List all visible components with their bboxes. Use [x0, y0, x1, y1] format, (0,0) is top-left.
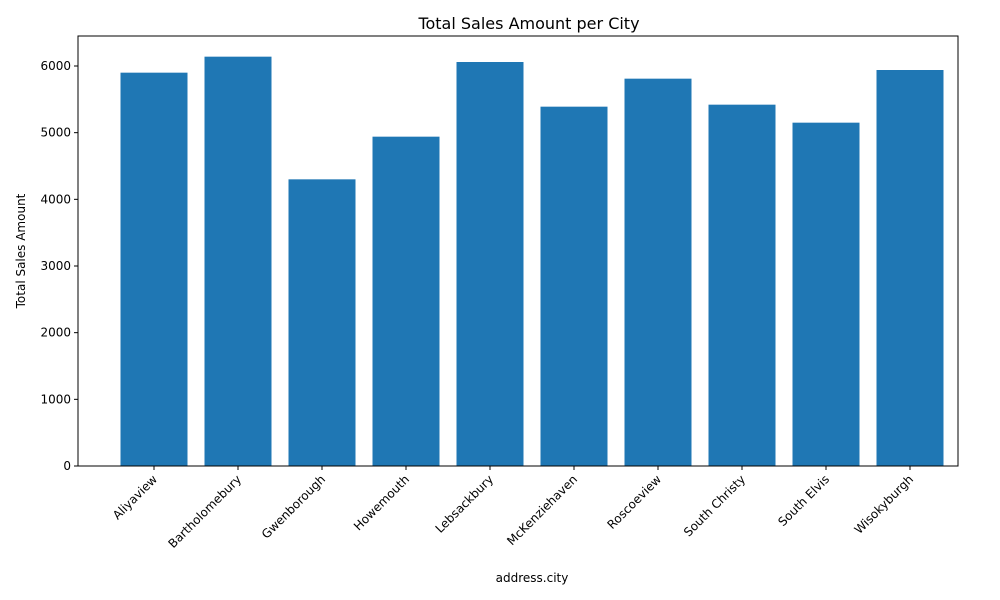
bar-south-christy	[708, 104, 776, 467]
y-tick-label: 3000	[40, 259, 71, 273]
x-tick-label: Roscoeview	[604, 472, 664, 532]
x-tick-label: Gwenborough	[259, 472, 328, 541]
y-tick-label: 5000	[40, 126, 71, 140]
y-tick-label: 4000	[40, 192, 71, 206]
bar-mckenziehaven	[540, 106, 608, 467]
chart-title: Total Sales Amount per City	[417, 14, 639, 33]
y-tick-label: 0	[63, 459, 71, 473]
x-tick-label: South Christy	[681, 472, 748, 539]
x-tick-label: Howemouth	[351, 472, 412, 533]
x-tick-label: McKenziehaven	[504, 472, 580, 548]
x-axis-label: address.city	[496, 571, 569, 585]
plot-frame	[77, 35, 959, 467]
bars-group	[120, 56, 944, 467]
y-axis-label: Total Sales Amount	[14, 193, 28, 309]
x-tick-label: Lebsackbury	[433, 472, 497, 536]
bar-roscoeview	[624, 78, 692, 467]
bar-wisokyburgh	[876, 70, 944, 466]
bar-gwenborough	[288, 179, 356, 467]
x-tick-label: South Elvis	[775, 472, 832, 529]
bar-howemouth	[372, 136, 440, 466]
bar-south-elvis	[792, 122, 860, 467]
y-tick-label: 2000	[40, 326, 71, 340]
y-tick-label: 1000	[40, 392, 71, 406]
x-tick-label: Aliyaview	[110, 472, 160, 522]
y-tick-label: 6000	[40, 59, 71, 73]
y-axis-ticks: 0 1000 2000 3000 4000 5000 6000	[40, 59, 78, 473]
x-tick-label: Wisokyburgh	[852, 472, 917, 537]
x-axis-ticks: Aliyaview Bartholomebury Gwenborough Howemo…	[110, 466, 916, 551]
x-tick-label: Bartholomebury	[165, 472, 244, 551]
bar-lebsackbury	[456, 62, 524, 466]
bar-aliyaview	[120, 72, 188, 467]
bar-bartholomebury	[204, 56, 272, 467]
